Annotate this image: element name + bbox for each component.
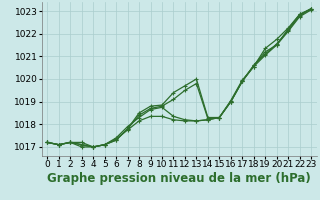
X-axis label: Graphe pression niveau de la mer (hPa): Graphe pression niveau de la mer (hPa): [47, 172, 311, 185]
